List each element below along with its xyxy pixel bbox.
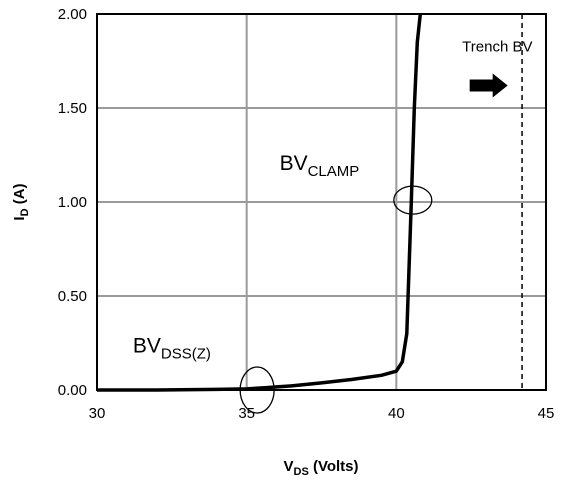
y-axis-label: ID (A): [11, 183, 31, 220]
annotation-bv-clamp-main: BV: [280, 152, 308, 175]
gridlines: [96, 13, 547, 391]
y-axis-label-sub: D: [19, 208, 31, 216]
annotation-trench-bv: Trench BV: [462, 39, 532, 56]
x-axis-label-rest: (Volts): [309, 458, 359, 475]
y-tick-label: 0.50: [58, 288, 87, 305]
right-arrow-icon: [469, 73, 508, 98]
plot-frame: [96, 13, 547, 391]
x-axis-label-main: V: [283, 458, 293, 475]
y-axis-label-rest: (A): [11, 183, 28, 208]
x-tick-label: 45: [538, 405, 555, 422]
y-tick-labels: 0.00 0.50 1.00 1.50 2.00: [58, 6, 87, 399]
annotation-bv-clamp-sub: CLAMP: [308, 163, 360, 180]
y-axis-label-main: I: [11, 216, 28, 220]
clamp-highlight-ellipse: [393, 185, 433, 215]
annotation-bv-clamp: BVCLAMP: [280, 152, 360, 180]
annotation-bv-dss-main: BV: [133, 334, 161, 357]
dss-highlight-ellipse: [239, 366, 275, 414]
x-tick-label: 40: [388, 405, 405, 422]
series-line: [97, 13, 423, 392]
annotation-bv-dss-sub: DSS(Z): [161, 345, 211, 362]
x-axis-label-sub: DS: [294, 466, 309, 478]
x-tick-label: 35: [238, 405, 255, 422]
x-tick-labels: 30 35 40 45: [89, 405, 555, 422]
y-tick-label: 0.00: [58, 382, 87, 399]
y-tick-label: 2.00: [58, 6, 87, 23]
y-tick-label: 1.00: [58, 194, 87, 211]
annotation-bv-dss: BVDSS(Z): [133, 334, 211, 362]
x-axis-label: VDS (Volts): [283, 458, 358, 478]
x-tick-label: 30: [89, 405, 106, 422]
y-tick-label: 1.50: [58, 100, 87, 117]
